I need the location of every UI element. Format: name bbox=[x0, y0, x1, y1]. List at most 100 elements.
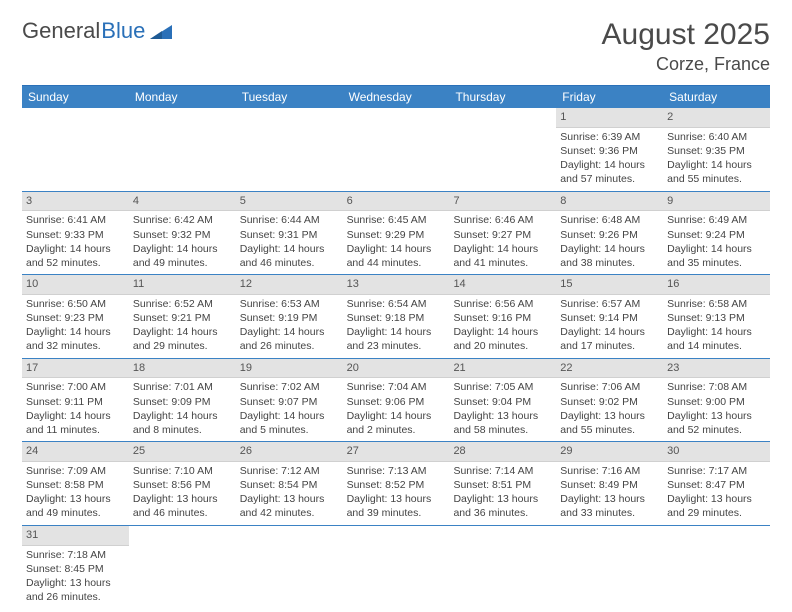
day-cell: 25Sunrise: 7:10 AMSunset: 8:56 PMDayligh… bbox=[129, 442, 236, 525]
daylight-text: Daylight: 14 hours and 5 minutes. bbox=[240, 409, 339, 437]
day-body: Sunrise: 6:57 AMSunset: 9:14 PMDaylight:… bbox=[556, 295, 663, 358]
day-number: 13 bbox=[343, 275, 450, 295]
day-cell: 15Sunrise: 6:57 AMSunset: 9:14 PMDayligh… bbox=[556, 275, 663, 358]
day-cell: 20Sunrise: 7:04 AMSunset: 9:06 PMDayligh… bbox=[343, 359, 450, 442]
day-body: Sunrise: 7:12 AMSunset: 8:54 PMDaylight:… bbox=[236, 462, 343, 525]
daylight-text: Daylight: 14 hours and 29 minutes. bbox=[133, 325, 232, 353]
day-number: 12 bbox=[236, 275, 343, 295]
day-body: Sunrise: 6:41 AMSunset: 9:33 PMDaylight:… bbox=[22, 211, 129, 274]
day-body: Sunrise: 6:48 AMSunset: 9:26 PMDaylight:… bbox=[556, 211, 663, 274]
day-number: 14 bbox=[449, 275, 556, 295]
day-number: 4 bbox=[129, 192, 236, 212]
day-number: 11 bbox=[129, 275, 236, 295]
sunset-text: Sunset: 8:51 PM bbox=[453, 478, 552, 492]
title-block: August 2025 Corze, France bbox=[602, 18, 770, 75]
sunset-text: Sunset: 8:52 PM bbox=[347, 478, 446, 492]
day-cell: 3Sunrise: 6:41 AMSunset: 9:33 PMDaylight… bbox=[22, 192, 129, 275]
week-row: 3Sunrise: 6:41 AMSunset: 9:33 PMDaylight… bbox=[22, 192, 770, 276]
day-number: 16 bbox=[663, 275, 770, 295]
day-cell bbox=[129, 526, 236, 609]
sunset-text: Sunset: 9:00 PM bbox=[667, 395, 766, 409]
day-body: Sunrise: 6:52 AMSunset: 9:21 PMDaylight:… bbox=[129, 295, 236, 358]
calendar: Sunday Monday Tuesday Wednesday Thursday… bbox=[22, 85, 770, 608]
day-cell: 14Sunrise: 6:56 AMSunset: 9:16 PMDayligh… bbox=[449, 275, 556, 358]
day-number: 2 bbox=[663, 108, 770, 128]
daylight-text: Daylight: 14 hours and 41 minutes. bbox=[453, 242, 552, 270]
day-cell: 11Sunrise: 6:52 AMSunset: 9:21 PMDayligh… bbox=[129, 275, 236, 358]
day-number: 30 bbox=[663, 442, 770, 462]
daylight-text: Daylight: 13 hours and 36 minutes. bbox=[453, 492, 552, 520]
daylight-text: Daylight: 14 hours and 44 minutes. bbox=[347, 242, 446, 270]
day-cell: 7Sunrise: 6:46 AMSunset: 9:27 PMDaylight… bbox=[449, 192, 556, 275]
sunset-text: Sunset: 9:13 PM bbox=[667, 311, 766, 325]
sunrise-text: Sunrise: 7:18 AM bbox=[26, 548, 125, 562]
sunrise-text: Sunrise: 6:44 AM bbox=[240, 213, 339, 227]
day-number: 29 bbox=[556, 442, 663, 462]
day-number: 20 bbox=[343, 359, 450, 379]
sunrise-text: Sunrise: 6:54 AM bbox=[347, 297, 446, 311]
sunrise-text: Sunrise: 6:46 AM bbox=[453, 213, 552, 227]
day-header: Saturday bbox=[663, 86, 770, 108]
sunrise-text: Sunrise: 7:10 AM bbox=[133, 464, 232, 478]
sunset-text: Sunset: 8:58 PM bbox=[26, 478, 125, 492]
day-cell: 22Sunrise: 7:06 AMSunset: 9:02 PMDayligh… bbox=[556, 359, 663, 442]
daylight-text: Daylight: 13 hours and 29 minutes. bbox=[667, 492, 766, 520]
daylight-text: Daylight: 13 hours and 52 minutes. bbox=[667, 409, 766, 437]
logo-text-1: General bbox=[22, 18, 100, 44]
day-body: Sunrise: 6:44 AMSunset: 9:31 PMDaylight:… bbox=[236, 211, 343, 274]
day-cell: 27Sunrise: 7:13 AMSunset: 8:52 PMDayligh… bbox=[343, 442, 450, 525]
daylight-text: Daylight: 14 hours and 17 minutes. bbox=[560, 325, 659, 353]
day-body: Sunrise: 6:50 AMSunset: 9:23 PMDaylight:… bbox=[22, 295, 129, 358]
day-cell: 17Sunrise: 7:00 AMSunset: 9:11 PMDayligh… bbox=[22, 359, 129, 442]
sunset-text: Sunset: 9:27 PM bbox=[453, 228, 552, 242]
day-number: 7 bbox=[449, 192, 556, 212]
sunset-text: Sunset: 9:16 PM bbox=[453, 311, 552, 325]
day-body: Sunrise: 7:01 AMSunset: 9:09 PMDaylight:… bbox=[129, 378, 236, 441]
daylight-text: Daylight: 13 hours and 39 minutes. bbox=[347, 492, 446, 520]
sunrise-text: Sunrise: 6:39 AM bbox=[560, 130, 659, 144]
daylight-text: Daylight: 13 hours and 49 minutes. bbox=[26, 492, 125, 520]
sunset-text: Sunset: 9:24 PM bbox=[667, 228, 766, 242]
sunrise-text: Sunrise: 6:57 AM bbox=[560, 297, 659, 311]
day-header: Wednesday bbox=[343, 86, 450, 108]
day-cell: 1Sunrise: 6:39 AMSunset: 9:36 PMDaylight… bbox=[556, 108, 663, 191]
sunrise-text: Sunrise: 7:17 AM bbox=[667, 464, 766, 478]
logo-text-2: Blue bbox=[101, 18, 145, 44]
sunrise-text: Sunrise: 7:14 AM bbox=[453, 464, 552, 478]
day-header: Friday bbox=[556, 86, 663, 108]
day-cell bbox=[343, 526, 450, 609]
day-number: 27 bbox=[343, 442, 450, 462]
day-cell bbox=[22, 108, 129, 191]
day-number: 21 bbox=[449, 359, 556, 379]
day-number: 5 bbox=[236, 192, 343, 212]
day-number: 8 bbox=[556, 192, 663, 212]
day-body: Sunrise: 6:45 AMSunset: 9:29 PMDaylight:… bbox=[343, 211, 450, 274]
day-body: Sunrise: 7:04 AMSunset: 9:06 PMDaylight:… bbox=[343, 378, 450, 441]
day-body: Sunrise: 6:58 AMSunset: 9:13 PMDaylight:… bbox=[663, 295, 770, 358]
week-row: 1Sunrise: 6:39 AMSunset: 9:36 PMDaylight… bbox=[22, 108, 770, 192]
sunset-text: Sunset: 9:09 PM bbox=[133, 395, 232, 409]
day-body: Sunrise: 7:17 AMSunset: 8:47 PMDaylight:… bbox=[663, 462, 770, 525]
sail-icon bbox=[148, 21, 174, 41]
day-header: Monday bbox=[129, 86, 236, 108]
day-cell: 6Sunrise: 6:45 AMSunset: 9:29 PMDaylight… bbox=[343, 192, 450, 275]
day-number: 18 bbox=[129, 359, 236, 379]
day-cell bbox=[343, 108, 450, 191]
day-body: Sunrise: 7:16 AMSunset: 8:49 PMDaylight:… bbox=[556, 462, 663, 525]
sunset-text: Sunset: 9:19 PM bbox=[240, 311, 339, 325]
sunrise-text: Sunrise: 6:42 AM bbox=[133, 213, 232, 227]
sunset-text: Sunset: 9:06 PM bbox=[347, 395, 446, 409]
sunrise-text: Sunrise: 7:06 AM bbox=[560, 380, 659, 394]
week-row: 31Sunrise: 7:18 AMSunset: 8:45 PMDayligh… bbox=[22, 526, 770, 609]
day-number: 22 bbox=[556, 359, 663, 379]
sunrise-text: Sunrise: 7:05 AM bbox=[453, 380, 552, 394]
daylight-text: Daylight: 14 hours and 14 minutes. bbox=[667, 325, 766, 353]
day-number: 28 bbox=[449, 442, 556, 462]
daylight-text: Daylight: 14 hours and 20 minutes. bbox=[453, 325, 552, 353]
day-number: 25 bbox=[129, 442, 236, 462]
sunrise-text: Sunrise: 6:49 AM bbox=[667, 213, 766, 227]
day-number: 10 bbox=[22, 275, 129, 295]
sunrise-text: Sunrise: 6:41 AM bbox=[26, 213, 125, 227]
day-cell: 9Sunrise: 6:49 AMSunset: 9:24 PMDaylight… bbox=[663, 192, 770, 275]
day-cell: 10Sunrise: 6:50 AMSunset: 9:23 PMDayligh… bbox=[22, 275, 129, 358]
